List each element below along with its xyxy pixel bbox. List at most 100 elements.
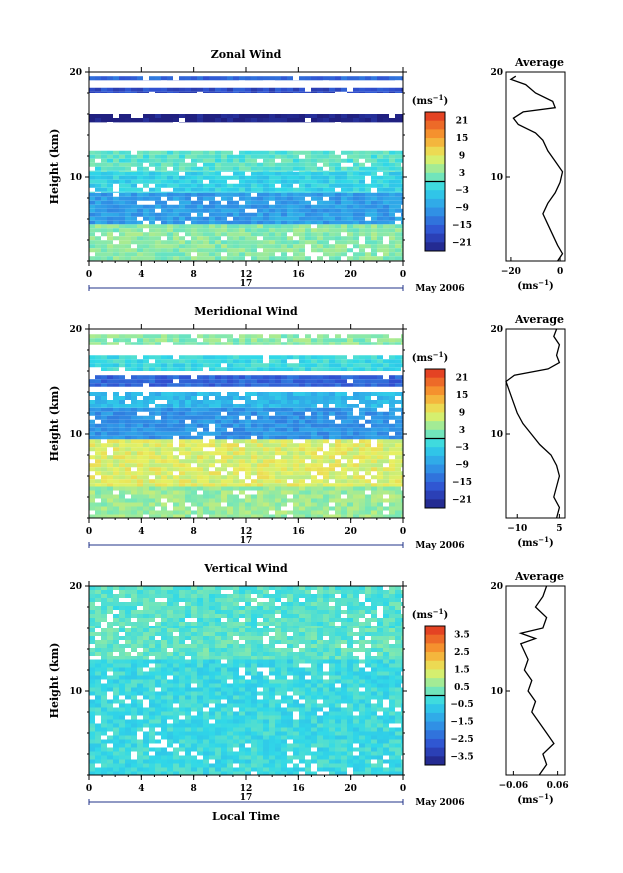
heatmap-cell	[203, 695, 209, 700]
heatmap-cell	[203, 154, 209, 159]
heatmap-cell	[317, 392, 323, 396]
heatmap-cell	[173, 220, 179, 225]
heatmap-cell	[299, 427, 305, 432]
heatmap-cell	[221, 510, 227, 515]
heatmap-cell	[113, 479, 119, 484]
heatmap-cell	[185, 179, 191, 184]
heatmap-cell	[275, 443, 281, 448]
heatmap-cell	[143, 467, 149, 472]
heatmap-cell	[341, 244, 347, 249]
heatmap-layer	[89, 76, 403, 81]
heatmap-cell	[281, 498, 287, 503]
heatmap-cell	[215, 719, 221, 724]
heatmap-cell	[113, 719, 119, 724]
heatmap-cell	[377, 400, 383, 404]
heatmap-cell	[293, 671, 299, 676]
heatmap-cell	[191, 494, 197, 499]
heatmap-cell	[125, 404, 131, 408]
heatmap-cell	[389, 479, 395, 484]
heatmap-cell	[305, 396, 311, 400]
heatmap-cell	[359, 407, 365, 412]
heatmap-cell	[263, 162, 269, 167]
heatmap-cell	[317, 719, 323, 724]
heatmap-cell	[191, 355, 197, 360]
heatmap-cell	[113, 383, 119, 387]
heatmap-cell	[209, 87, 215, 92]
heatmap-cell	[335, 204, 341, 209]
heatmap-cell	[167, 407, 173, 412]
heatmap-cell	[257, 183, 263, 188]
heatmap-cell	[329, 498, 335, 503]
heatmap-cell	[359, 479, 365, 484]
heatmap-cell	[203, 498, 209, 503]
heatmap-cell	[89, 479, 95, 484]
heatmap-cell	[197, 475, 203, 480]
heatmap-cell	[149, 232, 155, 237]
heatmap-cell	[89, 244, 95, 249]
heatmap-cell	[179, 435, 185, 440]
heatmap-cell	[179, 719, 185, 724]
heatmap-cell	[329, 490, 335, 495]
heatmap-cell	[155, 183, 161, 188]
heatmap-cell	[167, 91, 173, 93]
heatmap-cell	[137, 170, 143, 172]
heatmap-cell	[341, 175, 347, 180]
heatmap-cell	[305, 723, 311, 728]
heatmap-cell	[233, 667, 239, 672]
heatmap-cell	[251, 342, 257, 345]
heatmap-cell	[185, 514, 191, 518]
heatmap-cell	[191, 91, 197, 93]
heatmap-cell	[341, 183, 347, 188]
heatmap-cell	[353, 659, 359, 664]
heatmap-cell	[377, 707, 383, 712]
heatmap-cell	[149, 158, 155, 163]
heatmap-cell	[215, 483, 221, 487]
heatmap-cell	[101, 435, 107, 440]
heatmap-cell	[137, 439, 143, 444]
heatmap-cell	[119, 691, 125, 696]
heatmap-cell	[293, 118, 299, 122]
heatmap-cell	[173, 363, 179, 368]
heatmap-cell	[239, 715, 245, 720]
heatmap-cell	[377, 687, 383, 692]
heatmap-cell	[179, 471, 185, 476]
heatmap-cell	[203, 379, 209, 384]
heatmap-cell	[221, 463, 227, 468]
heatmap-cell	[257, 451, 263, 456]
heatmap-cell	[317, 256, 323, 261]
heatmap-cell	[167, 383, 173, 387]
heatmap-cell	[209, 506, 215, 511]
heatmap-cell	[347, 91, 353, 93]
heatmap-cell	[323, 114, 329, 118]
heatmap-cell	[95, 667, 101, 672]
heatmap-cell	[383, 224, 389, 229]
heatmap-cell	[221, 475, 227, 480]
heatmap-cell	[365, 486, 371, 491]
heatmap-cell	[293, 150, 299, 155]
heatmap-cell	[233, 435, 239, 440]
heatmap-cell	[197, 683, 203, 688]
heatmap-cell	[161, 475, 167, 480]
heatmap-cell	[113, 170, 119, 172]
heatmap-cell	[281, 687, 287, 692]
heatmap-cell	[383, 363, 389, 368]
heatmap-cell	[173, 479, 179, 484]
heatmap-cell	[125, 91, 131, 93]
heatmap-cell	[221, 400, 227, 404]
average-x-tick-label: 0	[557, 267, 563, 277]
heatmap-cell	[365, 228, 371, 233]
heatmap-cell	[239, 427, 245, 432]
heatmap-cell	[251, 91, 257, 93]
heatmap-cell	[101, 415, 107, 420]
heatmap-cell	[311, 359, 317, 364]
heatmap-cell	[263, 415, 269, 420]
heatmap-cell	[155, 179, 161, 184]
colorbar-segment	[425, 455, 445, 466]
heatmap-cell	[89, 171, 95, 176]
heatmap-cell	[161, 490, 167, 495]
heatmap-cell	[401, 695, 403, 700]
heatmap-cell	[173, 252, 179, 257]
heatmap-cell	[359, 187, 365, 192]
heatmap-cell	[119, 723, 125, 728]
